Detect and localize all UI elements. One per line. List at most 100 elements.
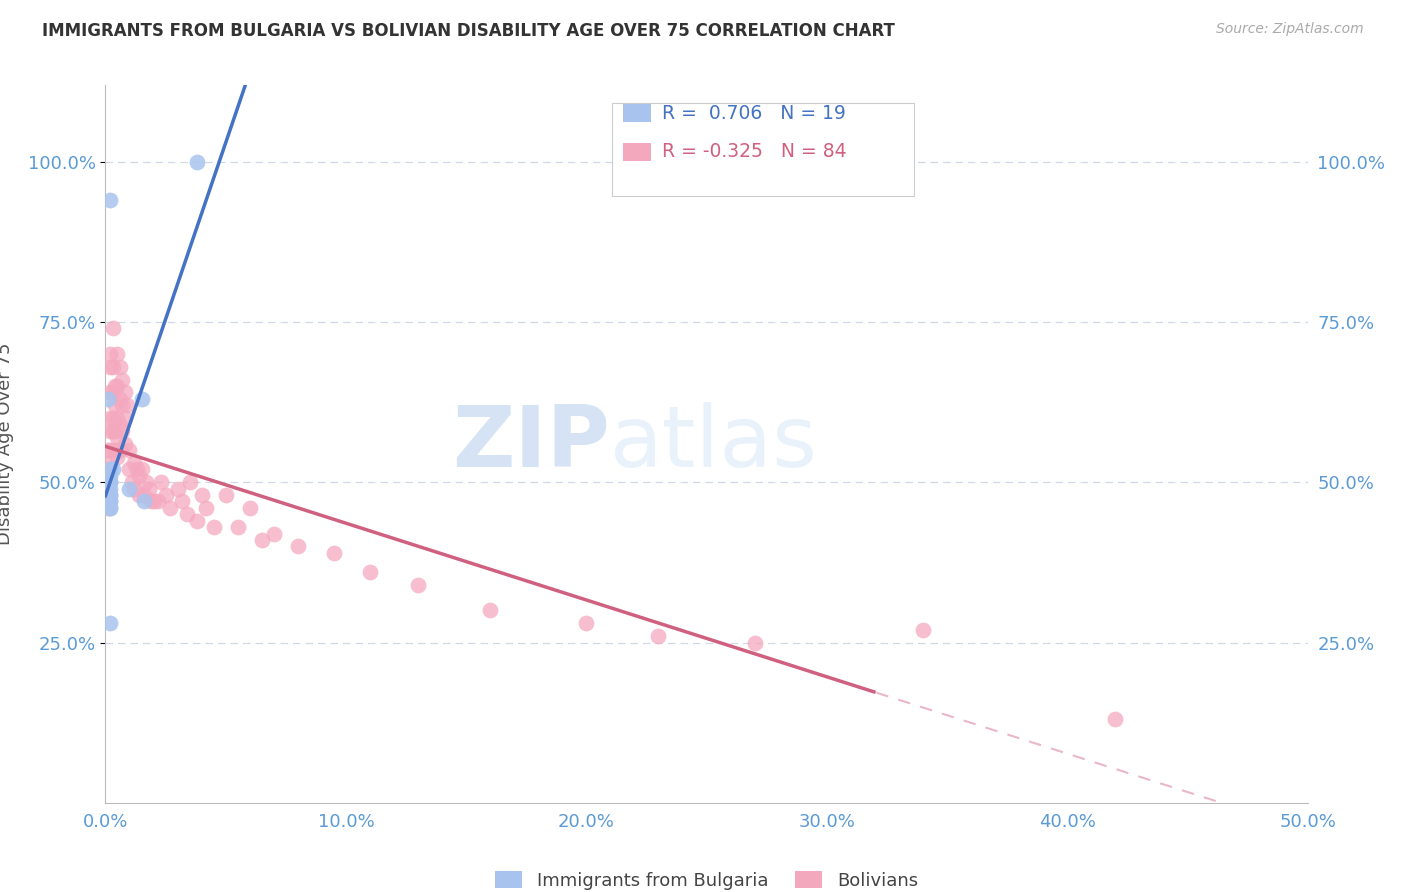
Point	[108, 417, 131, 432]
Point	[97, 443, 120, 458]
Point	[287, 539, 309, 553]
Point	[135, 475, 157, 490]
Point	[97, 475, 120, 490]
Point	[128, 488, 150, 502]
Point	[98, 488, 121, 502]
Point	[98, 462, 121, 476]
Point	[97, 482, 120, 496]
Legend: Immigrants from Bulgaria, Bolivians: Immigrants from Bulgaria, Bolivians	[488, 863, 925, 892]
Point	[131, 462, 153, 476]
Point	[114, 411, 136, 425]
Point	[98, 494, 121, 508]
Point	[97, 488, 120, 502]
Point	[575, 616, 598, 631]
Point	[322, 546, 344, 560]
Point	[101, 411, 124, 425]
Point	[172, 494, 194, 508]
Point	[104, 398, 127, 412]
Point	[118, 462, 141, 476]
Point	[166, 482, 188, 496]
Point	[142, 494, 165, 508]
Point	[98, 347, 121, 361]
Point	[101, 424, 124, 438]
Point	[118, 482, 141, 496]
Point	[98, 475, 121, 490]
Point	[118, 443, 141, 458]
Point	[226, 520, 249, 534]
Point	[111, 424, 134, 438]
Point	[124, 456, 146, 470]
Point	[98, 193, 121, 207]
Point	[202, 520, 225, 534]
Text: R = -0.325   N = 84: R = -0.325 N = 84	[662, 142, 846, 161]
Point	[195, 500, 218, 515]
Point	[111, 398, 134, 412]
Point	[186, 154, 208, 169]
Point	[131, 392, 153, 406]
Point	[911, 623, 934, 637]
Point	[104, 443, 127, 458]
Point	[125, 462, 148, 476]
Point	[114, 385, 136, 400]
Point	[176, 508, 198, 522]
Point	[98, 494, 121, 508]
Point	[1104, 713, 1126, 727]
Point	[186, 514, 208, 528]
Point	[179, 475, 201, 490]
Point	[101, 385, 124, 400]
Point	[139, 494, 162, 508]
Point	[239, 500, 262, 515]
Point	[108, 359, 131, 374]
Point	[359, 565, 381, 579]
Point	[128, 468, 150, 483]
Point	[98, 443, 121, 458]
Point	[97, 494, 120, 508]
Text: ZIP: ZIP	[453, 402, 610, 485]
Point	[148, 494, 170, 508]
Point	[107, 379, 129, 393]
Point	[97, 392, 120, 406]
Point	[98, 500, 121, 515]
Point	[108, 443, 131, 458]
Point	[107, 411, 129, 425]
Point	[132, 494, 155, 508]
Text: IMMIGRANTS FROM BULGARIA VS BOLIVIAN DISABILITY AGE OVER 75 CORRELATION CHART: IMMIGRANTS FROM BULGARIA VS BOLIVIAN DIS…	[42, 22, 896, 40]
Point	[121, 475, 143, 490]
Point	[97, 456, 120, 470]
Point	[98, 385, 121, 400]
Point	[149, 475, 172, 490]
Text: R =  0.706   N = 19: R = 0.706 N = 19	[662, 103, 846, 123]
Point	[647, 629, 669, 643]
Point	[107, 430, 129, 444]
Point	[115, 398, 138, 412]
Point	[101, 321, 124, 335]
Point	[406, 578, 429, 592]
Point	[114, 437, 136, 451]
Point	[98, 424, 121, 438]
Point	[97, 468, 120, 483]
Point	[97, 488, 120, 502]
Point	[98, 488, 121, 502]
Point	[479, 603, 502, 617]
Point	[155, 488, 177, 502]
Point	[744, 635, 766, 649]
Point	[104, 424, 127, 438]
Point	[263, 526, 285, 541]
Point	[101, 462, 124, 476]
Point	[98, 359, 121, 374]
Point	[98, 500, 121, 515]
Point	[98, 468, 121, 483]
Point	[111, 373, 134, 387]
Point	[97, 482, 120, 496]
Point	[159, 500, 181, 515]
Text: atlas: atlas	[610, 402, 818, 485]
Point	[98, 482, 121, 496]
Text: Source: ZipAtlas.com: Source: ZipAtlas.com	[1216, 22, 1364, 37]
Point	[97, 500, 120, 515]
Point	[108, 392, 131, 406]
Point	[214, 488, 236, 502]
Point	[250, 533, 273, 547]
Point	[98, 475, 121, 490]
Point	[97, 475, 120, 490]
Point	[101, 359, 124, 374]
